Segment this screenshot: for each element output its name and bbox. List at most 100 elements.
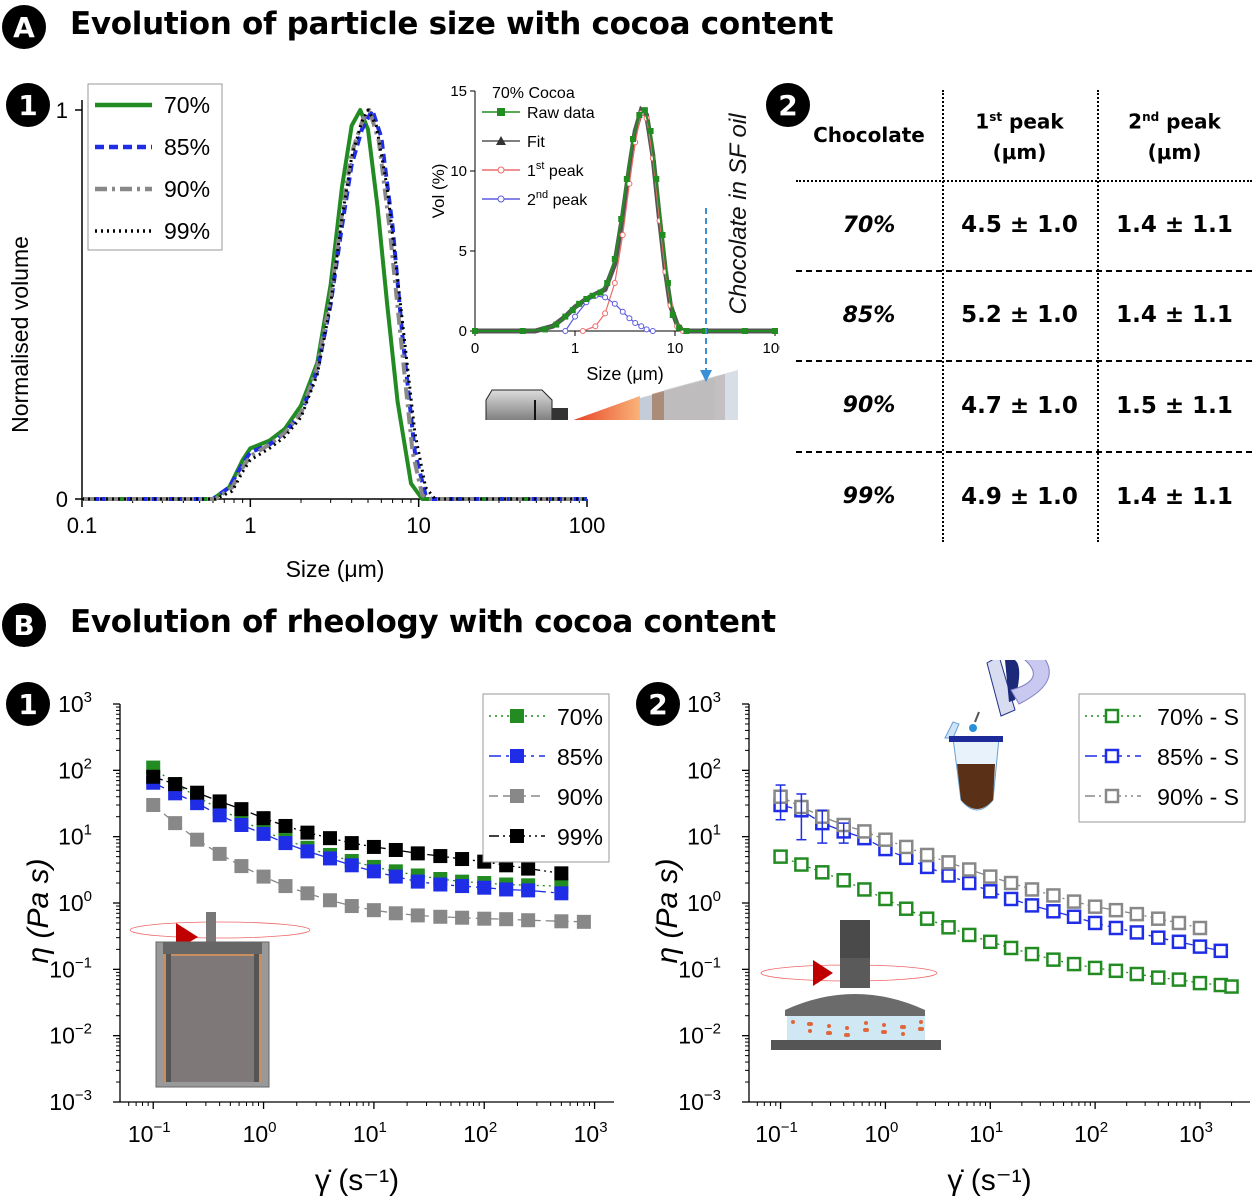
- data-point: [626, 315, 633, 322]
- data-point: [477, 880, 492, 895]
- data-point: [961, 875, 977, 891]
- y-tick-label: 100: [687, 888, 721, 916]
- legend-label: 70% - S: [1157, 704, 1239, 730]
- rheology-chart-1: 10−1 100 101 102 103 10−3 10−2 10−1 100 101 102 103…: [22, 689, 614, 1197]
- table-cell-chocolate: 85%: [842, 302, 896, 328]
- table-cell-peak2: 1.4 ± 1.1: [1116, 483, 1233, 510]
- data-point: [300, 886, 315, 901]
- data-point: [898, 839, 914, 855]
- y-tick-label: 10−2: [678, 1021, 721, 1049]
- data-point: [1192, 939, 1208, 954]
- legend-marker: [497, 108, 505, 116]
- data-point: [641, 107, 648, 114]
- data-point: [919, 847, 935, 863]
- section-b-title: Evolution of rheology with cocoa content: [70, 604, 776, 640]
- data-point: [1066, 909, 1082, 925]
- table-cell-peak1: 4.7 ± 1.0: [961, 392, 1078, 419]
- data-point: [278, 818, 293, 833]
- data-point: [521, 883, 536, 898]
- data-point: [618, 216, 625, 222]
- data-point: [433, 849, 448, 864]
- y-tick-label: 10−3: [49, 1087, 92, 1115]
- legend-label: 85%: [164, 134, 210, 160]
- data-point: [919, 911, 935, 926]
- data-point: [366, 903, 381, 918]
- data-point: [256, 811, 271, 826]
- table-cell-peak2: 1.4 ± 1.1: [1116, 302, 1233, 328]
- data-point: [256, 826, 271, 841]
- y-axis-label: η (Pa s): [22, 859, 55, 964]
- data-point: [669, 312, 676, 318]
- x-tick-label: 103: [1179, 1119, 1213, 1147]
- data-point: [941, 868, 956, 883]
- data-point: [638, 323, 645, 330]
- data-point: [772, 328, 778, 334]
- data-point: [664, 280, 671, 286]
- data-point: [553, 321, 560, 328]
- y-tick-label: 102: [58, 755, 92, 783]
- data-point: [455, 910, 470, 925]
- particle: [882, 1023, 886, 1027]
- data-point: [1171, 972, 1187, 987]
- y-tick-label: 10−1: [49, 954, 92, 982]
- data-point: [1108, 963, 1124, 979]
- y-tick-label: 100: [58, 888, 92, 916]
- table-cell-chocolate: 70%: [842, 212, 896, 238]
- data-point: [961, 927, 977, 943]
- data-point: [569, 307, 576, 314]
- data-point: [146, 798, 161, 813]
- data-point: [212, 808, 227, 823]
- x-tick-label: 100: [569, 513, 606, 538]
- tube-contents: [957, 764, 995, 809]
- lid: [163, 942, 262, 954]
- data-point: [410, 874, 425, 889]
- x-axis-label: Size (μm): [286, 556, 385, 582]
- data-point: [597, 289, 604, 296]
- x-tick-label: 101: [969, 1119, 1003, 1147]
- y-tick-label: 101: [58, 822, 92, 850]
- rheology-chart-2: 10−1 100 101 102 103 10−3 10−2 10−1 100 101 102 103…: [651, 660, 1250, 1197]
- plate: [771, 1040, 941, 1050]
- y-tick-label: 103: [58, 689, 92, 717]
- rotation-arrow-icon: [813, 960, 833, 986]
- x-tick-label: 100: [762, 340, 780, 357]
- legend-marker: [510, 749, 524, 763]
- bob: [171, 956, 254, 1082]
- laser-beam-icon: [573, 396, 640, 420]
- panel-b1-badge: 1: [6, 682, 50, 726]
- data-point: [472, 328, 478, 334]
- y-tick-label: 10−2: [49, 1021, 92, 1049]
- data-point: [1087, 899, 1103, 914]
- data-point: [1171, 934, 1187, 950]
- section-a-badge: A: [2, 5, 46, 49]
- legend-box: [482, 693, 610, 863]
- table-header-chocolate: Chocolate: [813, 122, 925, 147]
- particle: [791, 1020, 795, 1024]
- data-point: [983, 884, 998, 899]
- laser-source-icon: [485, 389, 568, 420]
- data-point: [589, 292, 596, 299]
- data-point: [1066, 956, 1082, 972]
- data-point: [857, 882, 872, 897]
- cone: [785, 994, 925, 1016]
- series-line-85% - S: [780, 804, 1221, 952]
- panel-a1-badge: 1: [6, 83, 50, 127]
- data-point: [1129, 925, 1145, 940]
- data-point: [1003, 891, 1019, 907]
- y-axis-label: η (Pa s): [651, 859, 684, 964]
- data-point: [961, 862, 977, 877]
- y-tick-label: 10: [450, 163, 467, 180]
- concentric-cylinder-icon: [129, 912, 311, 1088]
- legend-label: 90%: [557, 784, 603, 810]
- data-point: [653, 176, 660, 182]
- x-axis-label: γ̇ (s⁻¹): [947, 1164, 1031, 1197]
- chart-title: 70% Cocoa: [492, 85, 575, 102]
- data-point: [649, 328, 656, 334]
- data-point: [583, 296, 590, 302]
- legend-label: 99%: [164, 218, 210, 244]
- data-point: [168, 816, 183, 831]
- data-point: [794, 857, 809, 872]
- particle: [864, 1021, 868, 1025]
- x-tick-label: 103: [574, 1119, 608, 1147]
- particle: [844, 1033, 848, 1037]
